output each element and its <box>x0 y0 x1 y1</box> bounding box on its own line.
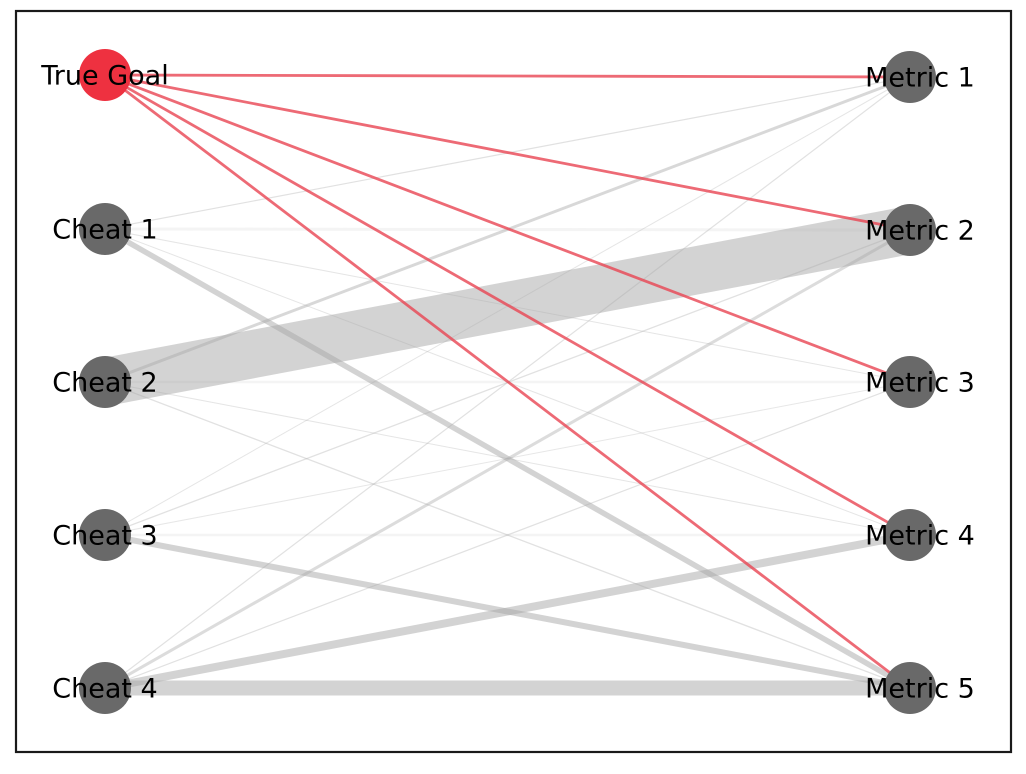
node-c3 <box>79 509 131 561</box>
nodes-layer <box>79 49 936 714</box>
node-label-m1: Metric 1 <box>865 62 975 93</box>
node-label-m5: Metric 5 <box>865 673 975 704</box>
node-label-tg: True Goal <box>40 60 168 91</box>
node-m2 <box>884 204 936 256</box>
node-c2 <box>79 356 131 408</box>
node-tg <box>79 49 131 101</box>
node-label-c4: Cheat 4 <box>52 673 157 704</box>
edge-tg-m5 <box>104 73 911 690</box>
node-c4 <box>79 662 131 714</box>
edge-c4-m3 <box>104 381 911 689</box>
edge-c1-m5 <box>103 226 912 691</box>
edge-c4-m2 <box>104 228 911 690</box>
edge-c2-m4 <box>104 381 911 536</box>
node-label-c2: Cheat 2 <box>52 367 157 398</box>
node-c1 <box>79 203 131 255</box>
node-m1 <box>884 51 936 103</box>
edges-layer <box>100 73 915 696</box>
edge-tg-m2 <box>104 73 911 232</box>
node-m5 <box>884 662 936 714</box>
node-m4 <box>884 509 936 561</box>
edge-c2-m5 <box>104 381 911 689</box>
node-label-c1: Cheat 1 <box>52 214 157 245</box>
node-label-m2: Metric 2 <box>865 215 975 246</box>
labels-layer: True Goal Cheat 1 Cheat 2 Cheat 3 Cheat 4 Met… <box>40 60 975 704</box>
edge-tg-m3 <box>104 73 911 384</box>
node-label-c3: Cheat 3 <box>52 520 157 551</box>
node-label-m4: Metric 4 <box>865 520 975 551</box>
edge-tg-m4 <box>104 73 911 537</box>
edge-c3-m3 <box>104 381 911 536</box>
edge-c4-m4 <box>104 531 911 692</box>
node-label-m3: Metric 3 <box>865 367 975 398</box>
node-m3 <box>884 356 936 408</box>
edge-tg-m1 <box>104 73 911 79</box>
